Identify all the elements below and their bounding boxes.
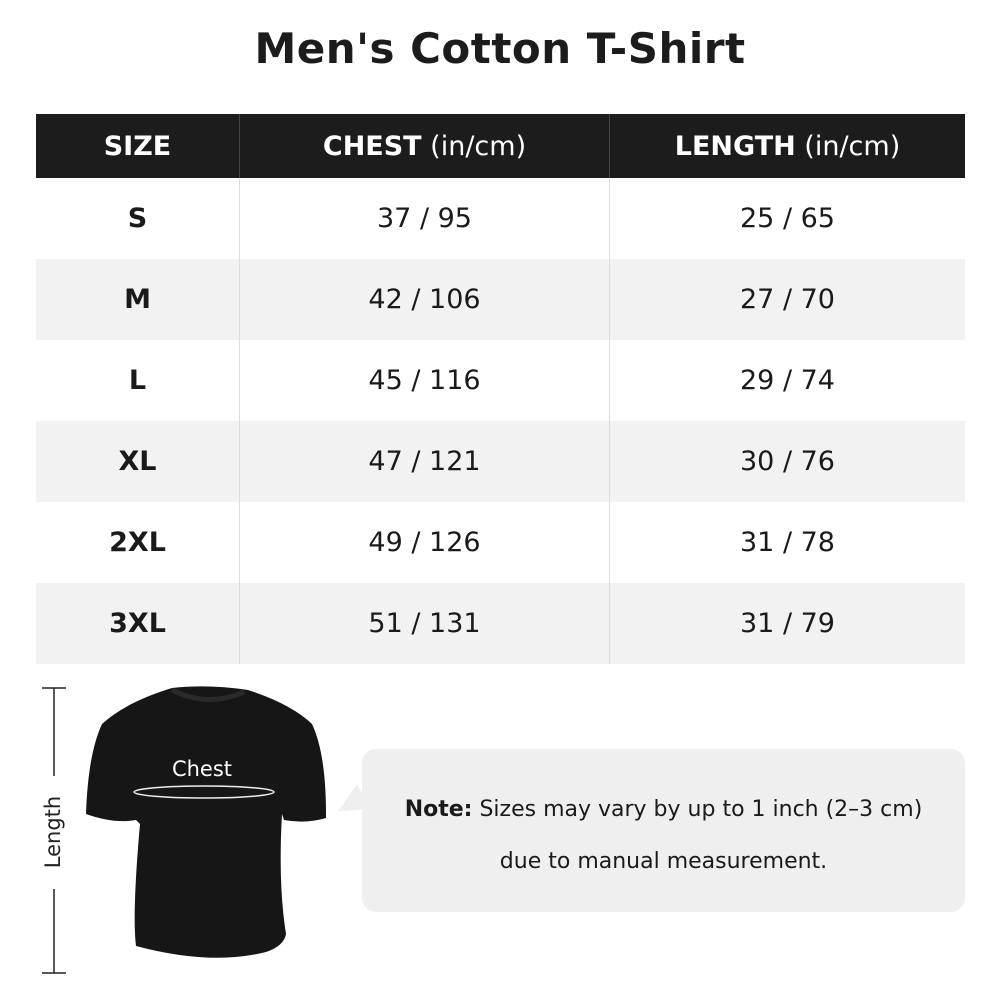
chest-cell: 49 / 126: [239, 502, 610, 583]
table-row: XL 47 / 121 30 / 76: [36, 421, 965, 502]
length-cell: 31 / 78: [740, 527, 835, 558]
size-cell: 2XL: [36, 502, 240, 583]
chest-cell: 45 / 116: [239, 340, 610, 421]
size-cell: M: [36, 259, 240, 340]
tshirt-icon: [86, 686, 326, 958]
header-label: LENGTH: [674, 130, 796, 162]
table-header-row: SIZE CHEST (in/cm) LENGTH (in/cm): [36, 114, 965, 178]
length-label: Length: [41, 796, 65, 868]
header-unit: (in/cm): [421, 130, 527, 162]
header-chest: CHEST (in/cm): [239, 114, 610, 178]
header-label: SIZE: [103, 130, 172, 162]
size-cell: XL: [36, 421, 240, 502]
header-unit: (in/cm): [795, 130, 901, 162]
header-length: LENGTH (in/cm): [609, 114, 965, 178]
table-row: M 42 / 106 27 / 70: [36, 259, 965, 340]
length-cell: 29 / 74: [740, 365, 835, 396]
note-line-2: due to manual measurement.: [499, 849, 828, 874]
table-row: 2XL 49 / 126 31 / 78: [36, 502, 965, 583]
header-label: CHEST: [322, 130, 422, 162]
note-line-1: Note: Sizes may vary by up to 1 inch (2–…: [362, 797, 965, 822]
size-cell: L: [36, 340, 240, 421]
chest-label: Chest: [172, 757, 232, 781]
size-cell: 3XL: [36, 583, 240, 664]
table-row: L 45 / 116 29 / 74: [36, 340, 965, 421]
length-measure-icon: [42, 687, 66, 974]
chest-cell: 51 / 131: [239, 583, 610, 664]
size-chart-table: SIZE CHEST (in/cm) LENGTH (in/cm) S 37 / …: [36, 114, 965, 664]
chest-cell: 47 / 121: [239, 421, 610, 502]
header-size: SIZE: [36, 114, 240, 178]
table-row: S 37 / 95 25 / 65: [36, 178, 965, 259]
length-cell: 25 / 65: [740, 203, 835, 234]
page-title: Men's Cotton T-Shirt: [254, 24, 746, 73]
tshirt-diagram: Length Chest: [41, 686, 326, 974]
length-cell: 31 / 79: [609, 583, 965, 664]
length-cell: 27 / 70: [609, 259, 965, 340]
chest-measure-icon: [133, 785, 275, 799]
size-cell: S: [36, 178, 240, 259]
table-row: 3XL 51 / 131 31 / 79: [36, 583, 965, 664]
note-text: Sizes may vary by up to 1 inch (2–3 cm): [472, 797, 923, 822]
note-label: Note:: [404, 797, 473, 822]
length-cell: 30 / 76: [609, 421, 965, 502]
chest-cell: 37 / 95: [239, 178, 610, 259]
note-bubble: Note: Sizes may vary by up to 1 inch (2–…: [362, 749, 965, 912]
chest-cell: 42 / 106: [239, 259, 610, 340]
